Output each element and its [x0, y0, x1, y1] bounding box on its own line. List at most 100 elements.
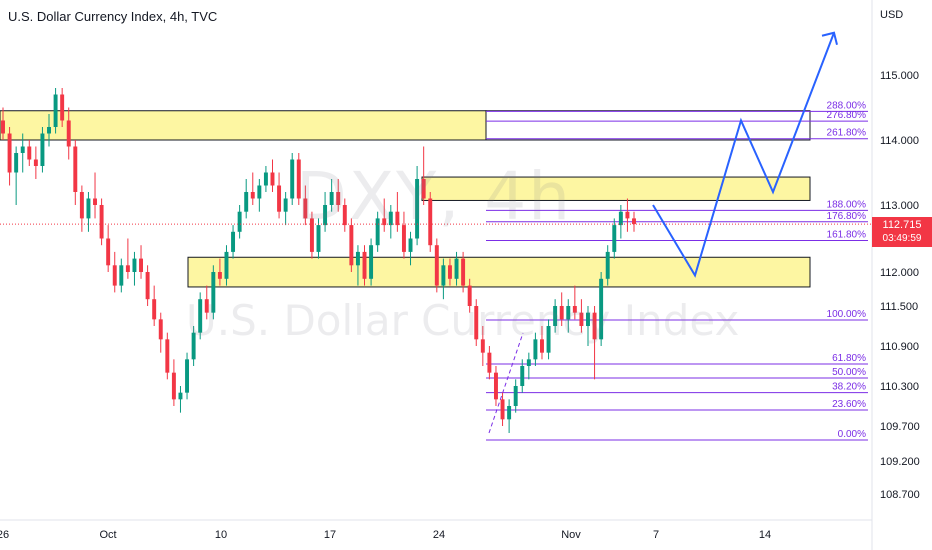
candle-body	[60, 94, 65, 121]
fib-label: 50.00%	[832, 367, 866, 378]
candle-body	[572, 306, 577, 313]
candle-body	[237, 211, 242, 232]
candle-body	[441, 265, 446, 286]
candle-body	[112, 265, 117, 286]
zone-box	[485, 110, 811, 141]
dashed-trendline	[488, 332, 524, 434]
candle-body	[296, 159, 301, 199]
candle-body	[632, 218, 636, 225]
candle-body	[388, 211, 393, 226]
candle-body	[559, 306, 564, 320]
candle-body	[198, 299, 203, 333]
price-tick-label: 108.700	[880, 489, 920, 501]
supply-demand-zones[interactable]	[0, 110, 811, 288]
price-axis[interactable]: 115.000 114.000 113.000 112.000 111.500 110.9…	[880, 70, 920, 501]
candle-body	[204, 299, 209, 313]
last-price-badge: 112.715 03:49:59	[872, 217, 932, 247]
time-tick-label: Oct	[99, 529, 116, 541]
candle-body	[20, 146, 25, 153]
price-tick-label: 111.500	[880, 301, 918, 313]
candle-body	[526, 359, 531, 366]
candle-body	[125, 265, 130, 272]
candle-body	[316, 225, 321, 252]
candle-body	[540, 339, 544, 353]
candle-body	[520, 366, 525, 386]
candle-body	[454, 258, 459, 279]
time-tick-label: 7	[653, 529, 659, 541]
candle-body	[270, 172, 275, 186]
candle-body	[375, 218, 380, 246]
candle-body	[27, 146, 32, 160]
fib-label: 0.00%	[838, 429, 866, 440]
time-tick-label: 14	[759, 529, 771, 541]
fib-label: 161.80%	[827, 230, 867, 241]
candle-body	[447, 265, 452, 279]
candle-body	[408, 238, 413, 252]
candle-body	[119, 265, 124, 286]
candle-body	[79, 192, 84, 219]
candle-body	[625, 211, 630, 219]
candle-body	[14, 153, 19, 173]
candle-body	[493, 372, 498, 400]
projection-path[interactable]	[652, 31, 838, 278]
candle-body	[349, 225, 354, 266]
candle-body	[474, 306, 479, 340]
candle-body	[434, 245, 439, 286]
candle-body	[395, 211, 400, 226]
candle-body	[152, 299, 157, 320]
time-tick-label: 17	[324, 529, 336, 541]
candle-body	[191, 332, 196, 360]
candle-body	[428, 198, 433, 246]
price-tick-label: 114.000	[880, 135, 919, 147]
candlestick-series	[1, 88, 636, 433]
candle-body	[487, 352, 492, 373]
candle-body	[579, 312, 584, 326]
fib-label: 23.60%	[832, 399, 866, 410]
candle-body	[93, 198, 97, 205]
candle-body	[513, 386, 518, 406]
candle-body	[290, 159, 295, 199]
trend-dashed-line[interactable]	[488, 332, 524, 434]
fib-label: 61.80%	[832, 353, 866, 364]
candle-body	[224, 251, 229, 279]
last-price-value: 112.715	[882, 219, 922, 231]
candle-body	[283, 198, 288, 212]
candle-body	[401, 225, 406, 252]
price-tick-label: 109.700	[880, 421, 920, 433]
candle-body	[217, 272, 222, 279]
time-axis[interactable]: 26 Oct 10 17 24 Nov 7 14	[0, 529, 771, 541]
candle-body	[507, 406, 512, 420]
candle-body	[73, 146, 78, 192]
fib-label: 100.00%	[827, 309, 867, 320]
time-tick-label: Nov	[561, 529, 581, 541]
bar-countdown: 03:49:59	[882, 233, 922, 244]
candle-body	[231, 231, 236, 252]
fib-label: 176.80%	[827, 211, 867, 222]
candle-body	[244, 192, 249, 212]
currency-label: USD	[880, 9, 904, 21]
fib-label: 288.00%	[827, 100, 867, 111]
candle-body	[263, 172, 268, 186]
candle-body	[106, 238, 111, 266]
candle-body	[618, 211, 623, 226]
candle-body	[461, 258, 466, 286]
candle-body	[1, 120, 5, 134]
candle-body	[586, 312, 590, 326]
candle-body	[132, 258, 137, 272]
candle-body	[145, 272, 150, 300]
candle-body	[53, 94, 58, 127]
fibonacci-extension[interactable]: 288.00%276.80% 261.80% 188.00%176.80% 161.8…	[486, 100, 868, 441]
candle-body	[277, 185, 282, 212]
candle-body	[369, 245, 374, 279]
candle-body	[47, 127, 51, 134]
candle-body	[329, 192, 334, 205]
candle-body	[355, 251, 360, 266]
candle-body	[33, 159, 38, 166]
candle-body	[421, 179, 426, 199]
price-tick-label: 113.000	[880, 200, 919, 212]
candle-body	[309, 218, 314, 252]
projection-arrowhead	[821, 31, 838, 45]
candle-body	[599, 278, 604, 340]
fib-label: 38.20%	[832, 382, 866, 393]
